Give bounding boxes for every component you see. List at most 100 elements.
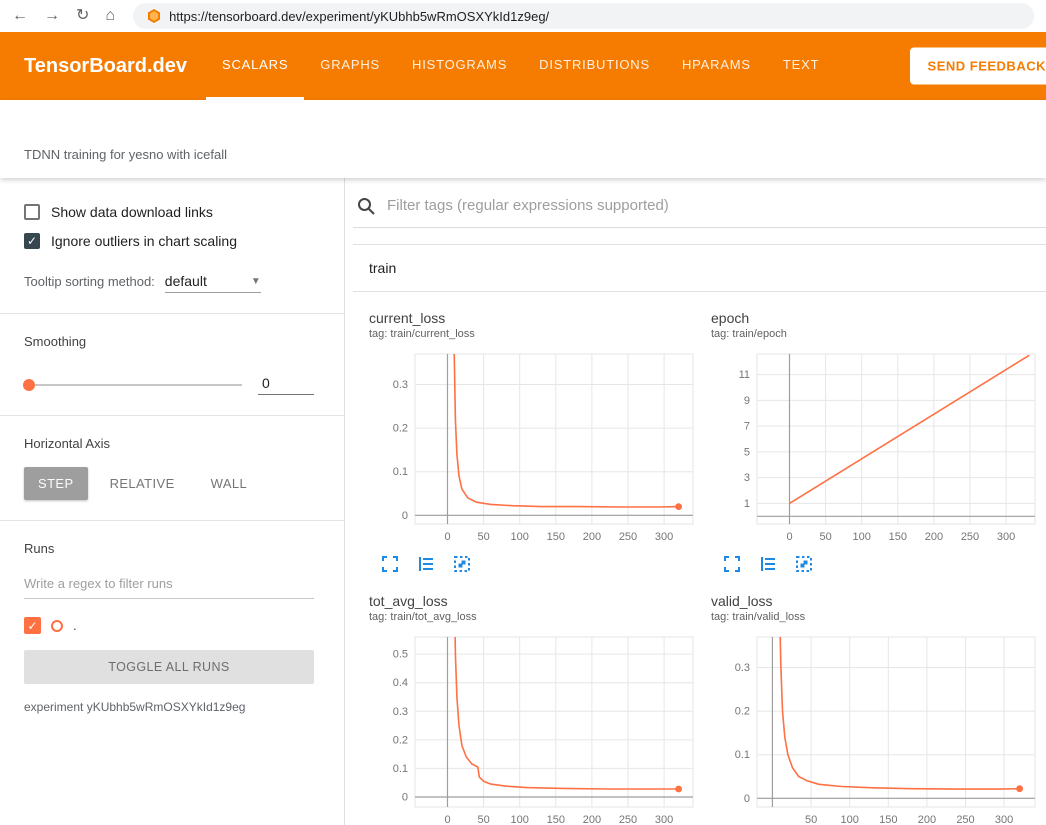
fullscreen-icon[interactable]: [723, 555, 741, 573]
divider: [0, 520, 344, 521]
svg-text:100: 100: [853, 531, 871, 543]
svg-text:250: 250: [961, 531, 979, 543]
chart-title: current_loss: [369, 310, 711, 326]
chart-title: valid_loss: [711, 593, 1046, 609]
tag-group-train: train current_loss tag: train/current_lo…: [353, 244, 1046, 825]
svg-text:0.2: 0.2: [393, 734, 408, 746]
tensorboard-favicon-icon: [147, 9, 161, 23]
svg-text:200: 200: [583, 814, 601, 825]
svg-text:150: 150: [889, 531, 907, 543]
svg-text:100: 100: [511, 814, 529, 825]
y-axis-toggle-icon[interactable]: [759, 555, 777, 573]
chart-tag: tag: train/current_loss: [369, 328, 711, 340]
scalar-chart[interactable]: 00.10.20.30.40.5050100150200250300: [369, 633, 699, 825]
axis-wall-button[interactable]: WALL: [197, 467, 262, 500]
svg-text:0.1: 0.1: [393, 763, 408, 775]
run-name: .: [73, 618, 77, 633]
show-download-links-row[interactable]: Show data download links: [24, 204, 314, 220]
svg-text:200: 200: [583, 531, 601, 543]
home-icon[interactable]: ⌂: [105, 8, 115, 24]
smoothing-label: Smoothing: [24, 334, 314, 349]
tab-histograms[interactable]: HISTOGRAMS: [396, 32, 523, 100]
svg-text:0.4: 0.4: [393, 677, 408, 689]
svg-text:0.2: 0.2: [393, 423, 408, 435]
svg-text:0: 0: [786, 531, 792, 543]
toggle-all-runs-button[interactable]: TOGGLE ALL RUNS: [24, 650, 314, 684]
ignore-outliers-checkbox[interactable]: ✓: [24, 233, 40, 249]
tab-text[interactable]: TEXT: [767, 32, 835, 100]
svg-text:0.2: 0.2: [735, 706, 750, 718]
smoothing-value-input[interactable]: 0: [258, 375, 314, 395]
tooltip-sorting-select[interactable]: default ▼: [165, 273, 261, 293]
fit-domain-icon[interactable]: [795, 555, 813, 573]
svg-text:0: 0: [402, 792, 408, 804]
svg-text:0.1: 0.1: [393, 466, 408, 478]
ignore-outliers-row[interactable]: ✓ Ignore outliers in chart scaling: [24, 233, 314, 249]
show-download-links-checkbox[interactable]: [24, 204, 40, 220]
experiment-subheader: TDNN training for yesno with icefall: [0, 100, 1046, 178]
svg-text:200: 200: [925, 531, 943, 543]
chart-title: epoch: [711, 310, 1046, 326]
tab-hparams[interactable]: HPARAMS: [666, 32, 767, 100]
svg-text:0: 0: [444, 814, 450, 825]
svg-text:150: 150: [547, 814, 565, 825]
axis-relative-button[interactable]: RELATIVE: [96, 467, 189, 500]
svg-text:100: 100: [841, 814, 859, 825]
experiment-title: TDNN training for yesno with icefall: [24, 147, 227, 162]
axis-step-button[interactable]: STEP: [24, 467, 88, 500]
address-bar[interactable]: https://tensorboard.dev/experiment/yKUbh…: [133, 3, 1034, 29]
app-title: TensorBoard.dev: [24, 55, 206, 78]
fullscreen-icon[interactable]: [381, 555, 399, 573]
run-checkbox[interactable]: ✓: [24, 617, 41, 634]
chart-toolbar: [711, 555, 1046, 573]
run-row[interactable]: ✓ .: [24, 617, 314, 634]
fit-domain-icon[interactable]: [453, 555, 471, 573]
scalar-chart[interactable]: 00.10.20.3050100150200250300: [369, 350, 699, 550]
chart-tag: tag: train/epoch: [711, 328, 1046, 340]
horizontal-axis-buttons: STEP RELATIVE WALL: [24, 467, 314, 500]
svg-text:300: 300: [655, 531, 673, 543]
svg-text:300: 300: [997, 531, 1015, 543]
chart-card-epoch: epoch tag: train/epoch 13579110501001502…: [711, 310, 1046, 573]
send-feedback-button[interactable]: SEND FEEDBACK: [910, 48, 1046, 85]
settings-sidebar: Show data download links ✓ Ignore outlie…: [0, 178, 345, 825]
tag-group-header[interactable]: train: [353, 245, 1046, 292]
svg-text:300: 300: [655, 814, 673, 825]
back-icon[interactable]: ←: [12, 8, 28, 24]
tooltip-sorting-row: Tooltip sorting method: default ▼: [24, 273, 314, 293]
forward-icon[interactable]: →: [44, 8, 60, 24]
divider: [0, 415, 344, 416]
y-axis-toggle-icon[interactable]: [417, 555, 435, 573]
tag-filter-row: [353, 186, 1046, 228]
chart-card-tot-avg-loss: tot_avg_loss tag: train/tot_avg_loss 00.…: [369, 593, 711, 825]
svg-text:3: 3: [744, 472, 750, 484]
scalar-chart[interactable]: 00.10.20.350100150200250300: [711, 633, 1041, 825]
runs-filter-input[interactable]: [24, 570, 314, 599]
svg-text:5: 5: [744, 446, 750, 458]
scalar-chart[interactable]: 1357911050100150200250300: [711, 350, 1041, 550]
search-icon: [357, 197, 375, 215]
svg-text:0.5: 0.5: [393, 649, 408, 661]
show-download-links-label: Show data download links: [51, 204, 213, 220]
svg-text:7: 7: [744, 421, 750, 433]
svg-text:0: 0: [444, 531, 450, 543]
svg-text:150: 150: [879, 814, 897, 825]
svg-text:0.1: 0.1: [735, 749, 750, 761]
tag-filter-input[interactable]: [385, 196, 1042, 215]
tab-graphs[interactable]: GRAPHS: [304, 32, 396, 100]
divider: [0, 313, 344, 314]
tab-distributions[interactable]: DISTRIBUTIONS: [523, 32, 666, 100]
browser-chrome: ← → ↻ ⌂ https://tensorboard.dev/experime…: [0, 0, 1046, 32]
smoothing-slider-thumb[interactable]: [23, 379, 35, 391]
app-header: TensorBoard.dev SCALARS GRAPHS HISTOGRAM…: [0, 32, 1046, 100]
smoothing-slider[interactable]: [24, 384, 242, 386]
svg-text:9: 9: [744, 395, 750, 407]
chart-tag: tag: train/tot_avg_loss: [369, 611, 711, 623]
runs-label: Runs: [24, 541, 314, 556]
chart-card-valid-loss: valid_loss tag: train/valid_loss 00.10.2…: [711, 593, 1046, 825]
main-nav: SCALARS GRAPHS HISTOGRAMS DISTRIBUTIONS …: [206, 32, 835, 100]
tab-scalars[interactable]: SCALARS: [206, 32, 304, 100]
run-color-swatch-icon: [51, 620, 63, 632]
refresh-icon[interactable]: ↻: [76, 8, 89, 24]
horizontal-axis-label: Horizontal Axis: [24, 436, 314, 451]
